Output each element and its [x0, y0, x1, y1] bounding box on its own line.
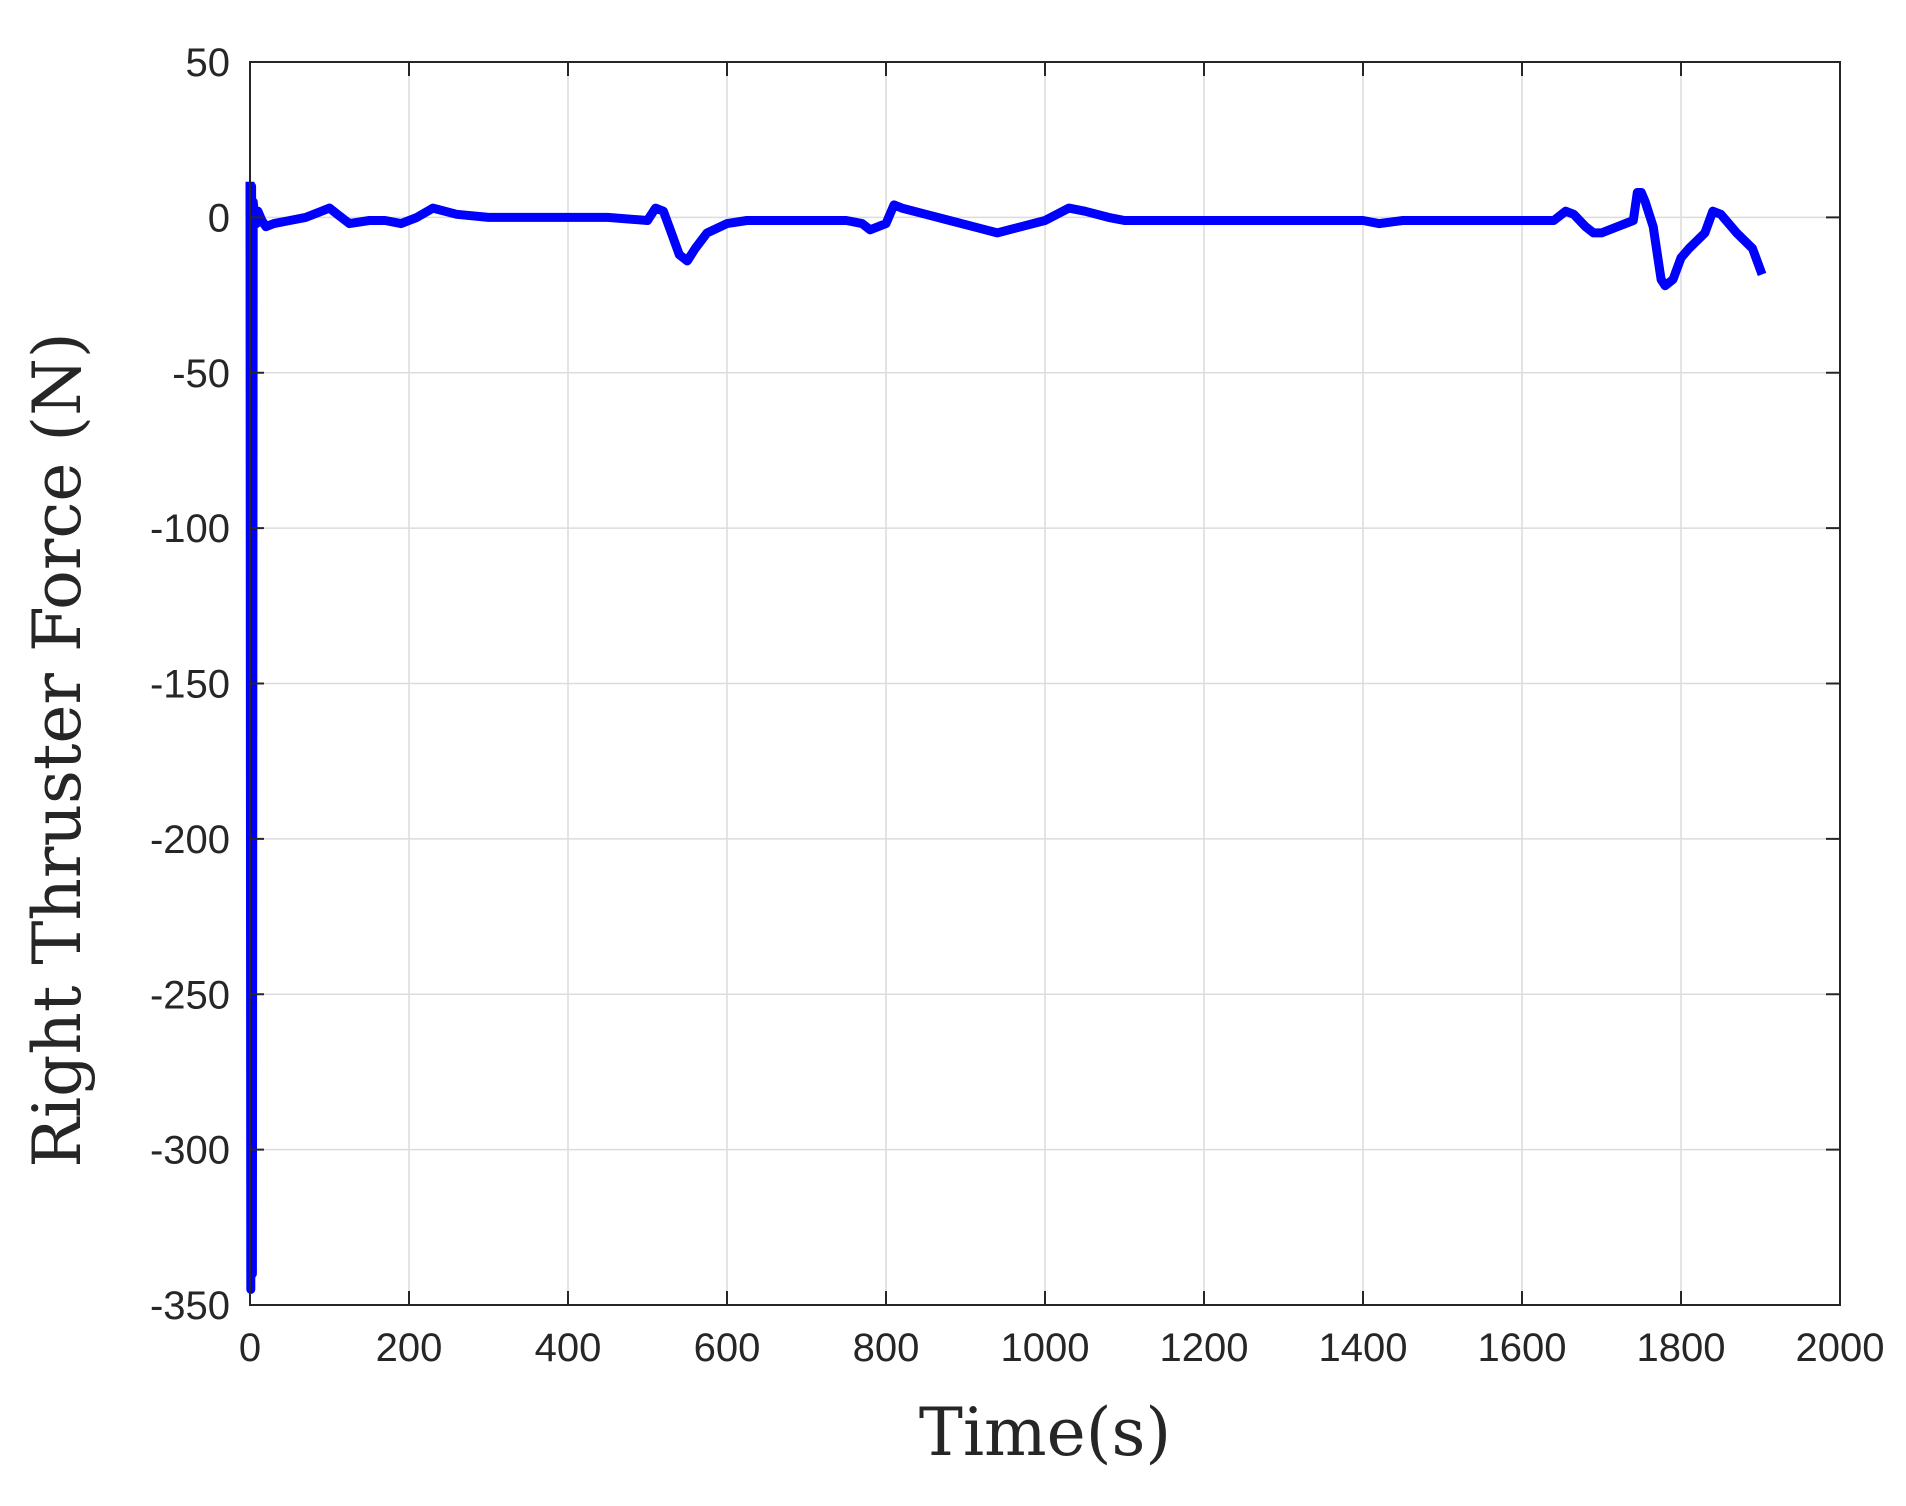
- grid-lines: [249, 61, 1841, 1306]
- x-tick-label: 200: [376, 1326, 443, 1370]
- series-layer: [245, 181, 1767, 1294]
- series-line-0: [245, 181, 1767, 1294]
- x-tick-label: 600: [694, 1326, 761, 1370]
- y-tick-label: 50: [186, 41, 231, 85]
- x-tick-label: 2000: [1796, 1326, 1885, 1370]
- y-tick-label: -100: [150, 507, 230, 551]
- y-tick-label: -50: [172, 352, 230, 396]
- y-tick-label: -300: [150, 1129, 230, 1173]
- x-tick-label: 0: [239, 1326, 261, 1370]
- x-tick-label: 400: [535, 1326, 602, 1370]
- x-tick-label: 1800: [1637, 1326, 1726, 1370]
- y-tick-labels: 50 0 -50 -100 -150 -200 -250 -300 -350: [150, 41, 230, 1328]
- y-tick-label: -350: [150, 1284, 230, 1328]
- y-axis-label: Right Thruster Force (N): [19, 332, 96, 1167]
- x-tick-label: 1200: [1160, 1326, 1249, 1370]
- y-tick-label: -250: [150, 973, 230, 1017]
- y-tick-label: 0: [208, 196, 230, 240]
- x-tick-label: 1600: [1478, 1326, 1567, 1370]
- y-tick-label: -200: [150, 818, 230, 862]
- x-tick-label: 800: [853, 1326, 920, 1370]
- tick-marks: [249, 61, 1841, 1306]
- y-tick-label: -150: [150, 663, 230, 707]
- x-tick-labels: 0 200 400 600 800 1000 1200 1400 1600 1800 2000: [239, 1326, 1885, 1370]
- x-tick-label: 1400: [1319, 1326, 1408, 1370]
- x-axis-label: Time(s): [919, 1394, 1171, 1471]
- x-tick-label: 1000: [1001, 1326, 1090, 1370]
